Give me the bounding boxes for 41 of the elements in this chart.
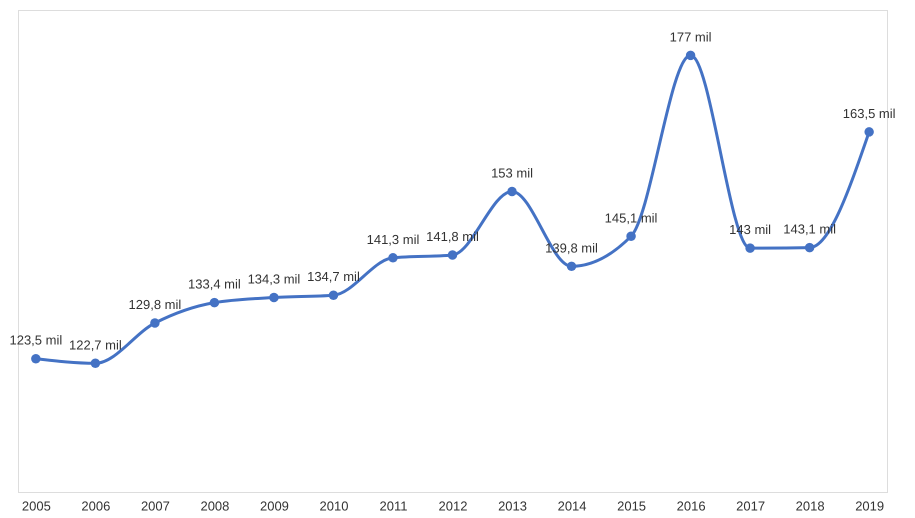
x-tick-label: 2017 (736, 498, 766, 514)
x-tick-label: 2009 (260, 498, 289, 514)
point (90, 358, 100, 368)
point (150, 318, 160, 328)
point (269, 292, 279, 302)
x-tick-label: 2006 (81, 498, 110, 514)
point (804, 242, 814, 252)
x-tick-label: 2005 (22, 498, 51, 514)
point (388, 253, 398, 263)
x-tick-label: 2014 (558, 498, 586, 514)
x-tick-label: 2013 (498, 498, 527, 514)
point (507, 186, 517, 196)
data-label: 177 mil (670, 29, 712, 44)
data-label: 133,4 mil (188, 276, 241, 292)
point (328, 290, 338, 300)
data-label: 123,5 mil (9, 332, 62, 348)
data-label: 145,1 mil (604, 210, 658, 226)
x-tick-label: 2012 (438, 498, 468, 514)
point (686, 50, 696, 60)
point (566, 262, 576, 272)
x-tick-label: 2019 (855, 498, 884, 514)
point (448, 250, 458, 260)
x-tick-label: 2015 (617, 498, 646, 514)
x-tick-label: 2010 (320, 498, 348, 514)
x-tick-label: 2007 (140, 498, 170, 514)
x-tick-label: 2008 (200, 498, 230, 514)
data-label: 129,8 mil (128, 297, 182, 312)
data-label: 134,7 mil (307, 269, 360, 284)
point (745, 243, 755, 253)
data-label: 163,5 mil (842, 106, 896, 121)
point (864, 127, 874, 137)
point (210, 298, 220, 308)
point (31, 354, 41, 364)
data-label: 153 mil (491, 165, 534, 180)
data-label: 141,3 mil (366, 232, 420, 247)
x-tick-label: 2011 (379, 498, 408, 514)
data-label: 122,7 mil (69, 337, 122, 352)
x-tick-label: 2018 (796, 498, 825, 514)
point (626, 232, 636, 241)
data-label: 134,3 mil (248, 272, 300, 286)
x-tick-label: 2016 (676, 498, 706, 514)
